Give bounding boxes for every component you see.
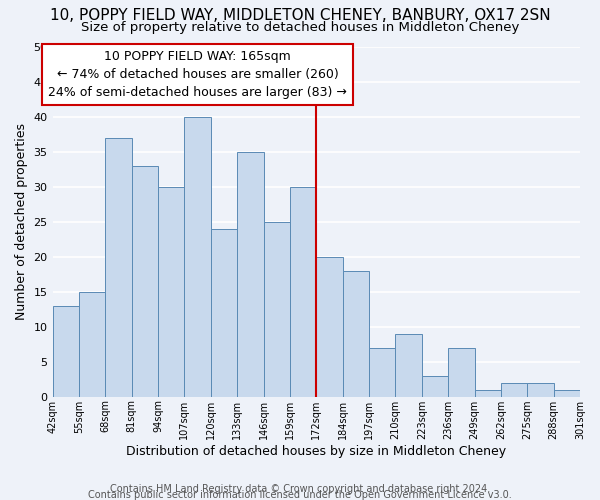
Bar <box>290 186 316 396</box>
Bar <box>105 138 131 396</box>
Bar <box>237 152 263 396</box>
Bar <box>316 256 343 396</box>
X-axis label: Distribution of detached houses by size in Middleton Cheney: Distribution of detached houses by size … <box>126 444 506 458</box>
Text: 10 POPPY FIELD WAY: 165sqm
← 74% of detached houses are smaller (260)
24% of sem: 10 POPPY FIELD WAY: 165sqm ← 74% of deta… <box>48 50 347 99</box>
Text: Contains HM Land Registry data © Crown copyright and database right 2024.: Contains HM Land Registry data © Crown c… <box>110 484 490 494</box>
Bar <box>131 166 158 396</box>
Bar <box>554 390 580 396</box>
Bar <box>211 228 237 396</box>
Bar <box>422 376 448 396</box>
Bar <box>395 334 422 396</box>
Bar <box>79 292 105 397</box>
Bar <box>448 348 475 397</box>
Text: Size of property relative to detached houses in Middleton Cheney: Size of property relative to detached ho… <box>81 21 519 34</box>
Bar <box>343 270 369 396</box>
Bar <box>53 306 79 396</box>
Bar <box>475 390 501 396</box>
Text: Contains public sector information licensed under the Open Government Licence v3: Contains public sector information licen… <box>88 490 512 500</box>
Bar <box>263 222 290 396</box>
Y-axis label: Number of detached properties: Number of detached properties <box>15 123 28 320</box>
Bar <box>158 186 184 396</box>
Bar <box>184 116 211 396</box>
Text: 10, POPPY FIELD WAY, MIDDLETON CHENEY, BANBURY, OX17 2SN: 10, POPPY FIELD WAY, MIDDLETON CHENEY, B… <box>50 8 550 22</box>
Bar <box>501 382 527 396</box>
Bar <box>369 348 395 397</box>
Bar <box>527 382 554 396</box>
